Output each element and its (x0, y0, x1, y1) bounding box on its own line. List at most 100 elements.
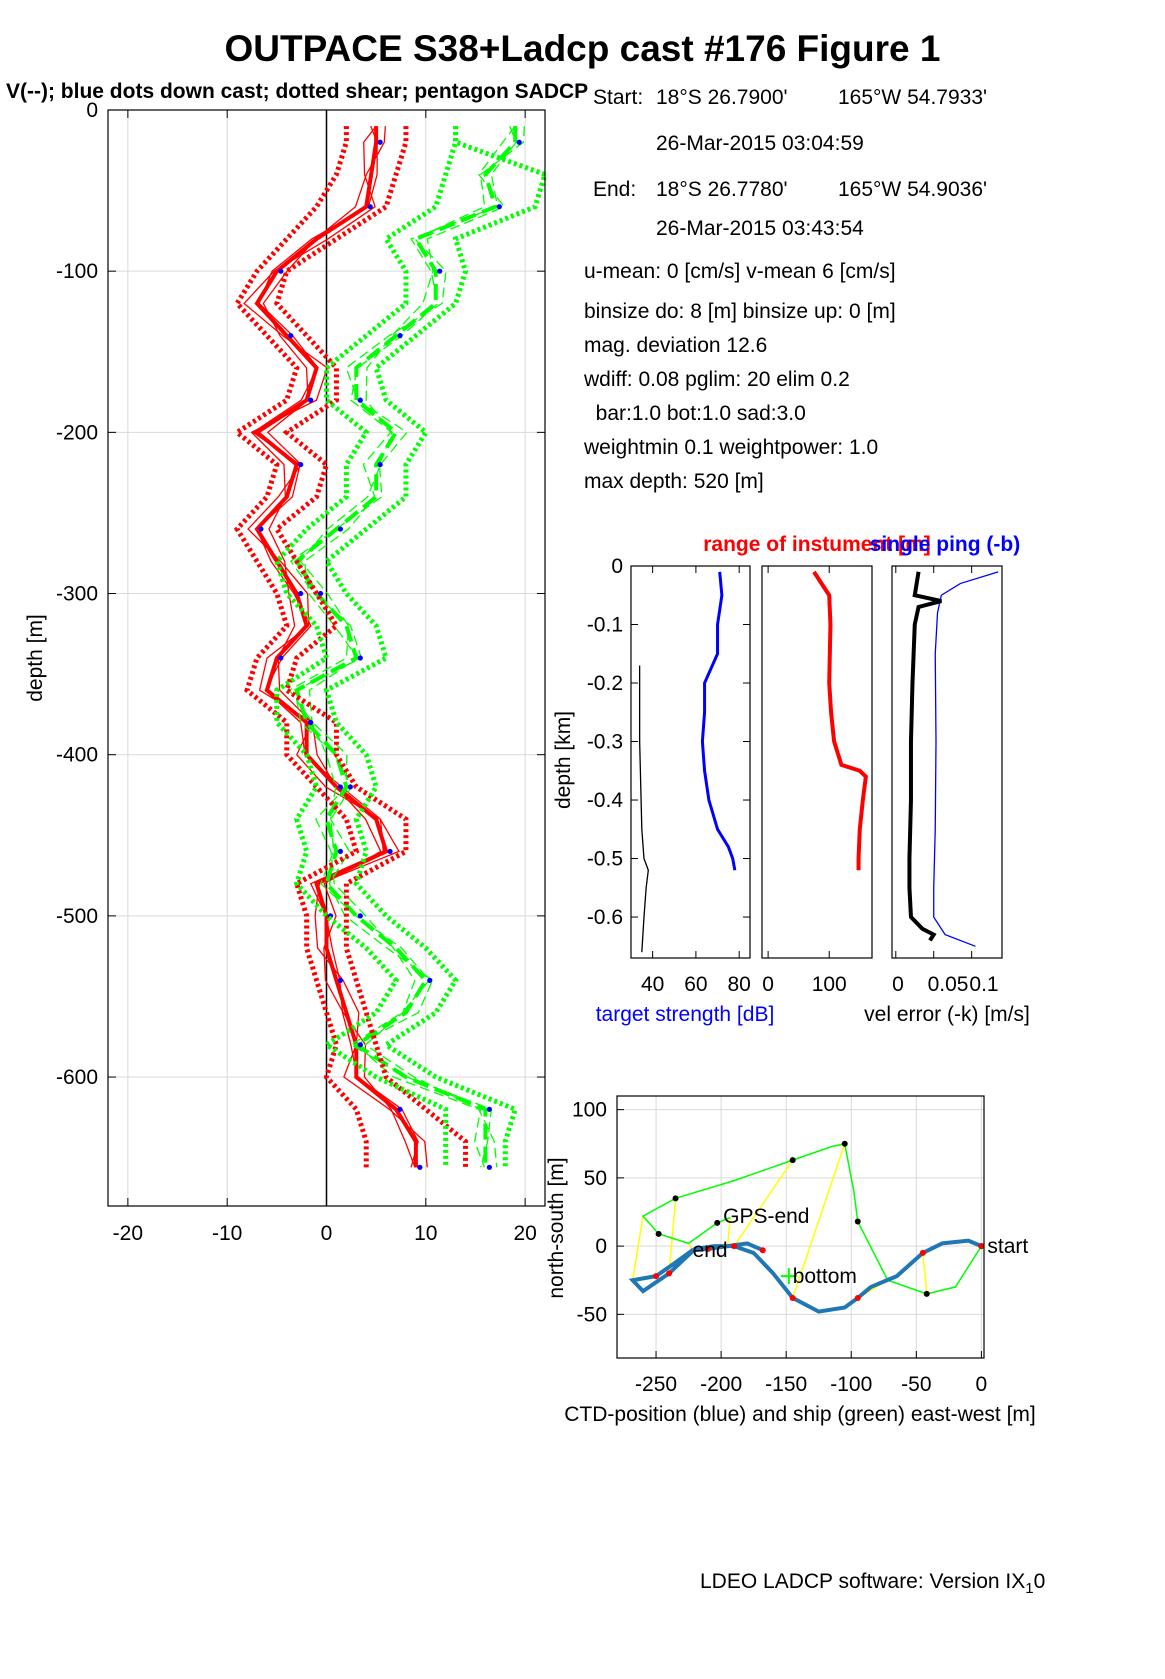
series-line-down (700, 571, 737, 871)
start-time: 26-Mar-2015 03:04:59 (656, 132, 864, 155)
x-tick-label: -10 (212, 1222, 242, 1245)
series-line-v (294, 126, 518, 1168)
range-panel-title: range of instument [m] (703, 533, 931, 556)
y-tick-label: -0.5 (587, 848, 623, 871)
target-strength-axes-frame (630, 565, 751, 959)
software-version: LDEO LADCP software: Version IX10 (700, 1570, 1045, 1597)
vel-error-panel-title: single ping (-b) (870, 533, 1020, 556)
series-line-error (907, 571, 942, 942)
downcast-dot (437, 268, 443, 274)
binsize-info: binsize do: 8 [m] binsize up: 0 [m] (584, 300, 896, 323)
downcast-dot (486, 1106, 492, 1112)
series-line-v-shear-lower (274, 126, 459, 1168)
footer-sub: 1 (1025, 1580, 1034, 1598)
ctd-fix-dot (854, 1294, 861, 1301)
series-line-single-ping (933, 571, 999, 947)
downcast-dot (288, 333, 294, 339)
footer-text: LDEO LADCP software: Version IX (700, 1570, 1026, 1593)
downcast-dot (317, 590, 324, 597)
position-xlabel: CTD-position (blue) and ship (green) eas… (564, 1403, 1036, 1426)
mean-velocity: u-mean: 0 [cm/s] v-mean 6 [cm/s] (584, 260, 896, 283)
downcast-dot (377, 461, 383, 468)
downcast-dot (347, 784, 353, 790)
y-tick-label: -400 (56, 744, 98, 767)
x-tick-label: 80 (728, 973, 751, 996)
track-connector (922, 1252, 928, 1294)
end-annotation: end (693, 1239, 728, 1262)
position-ylabel: north-south [m] (545, 1157, 568, 1298)
downcast-dot (357, 1042, 363, 1048)
x-tick-label: -200 (700, 1373, 742, 1396)
downcast-dot (308, 397, 314, 403)
bar-info: bar:1.0 bot:1.0 sad:3.0 (584, 402, 806, 425)
end-longitude: 165°W 54.9036' (838, 178, 988, 201)
velocity-plot-subtitle: V(--); blue dots down cast; dotted shear… (6, 80, 589, 103)
range-axes-frame (761, 565, 873, 959)
y-tick-label: -100 (56, 260, 98, 283)
position-axes-frame (616, 1095, 985, 1359)
ship-fix-dot (789, 1157, 796, 1164)
downcast-dot (278, 268, 284, 274)
y-tick-label: 50 (584, 1167, 607, 1190)
y-tick-label: -200 (56, 421, 98, 444)
start-label: Start: (593, 86, 644, 109)
downcast-dot (357, 913, 363, 919)
x-tick-label: 10 (414, 1222, 437, 1245)
downcast-dot (308, 719, 314, 726)
ctd-fix-dot (731, 1243, 738, 1250)
downcast-dot (486, 1164, 492, 1170)
series-line-v-ensemble (303, 125, 516, 1168)
y-tick-label: 0 (611, 555, 623, 578)
end-time: 26-Mar-2015 03:43:54 (656, 217, 864, 240)
series-line-v-ensemble (288, 126, 526, 1168)
ship-track-line (641, 1142, 983, 1295)
y-tick-label: -0.2 (587, 672, 623, 695)
y-tick-label: -0.4 (587, 789, 624, 812)
y-tick-label: -0.1 (587, 614, 623, 637)
vel-error-axes-frame (891, 565, 1003, 959)
track-connector (668, 1198, 677, 1274)
y-tick-label: 100 (572, 1099, 607, 1122)
vel-error-xlabel: vel error (-k) [m/s] (864, 1003, 1030, 1026)
end-label: End: (593, 178, 637, 201)
downcast-dot (397, 1106, 403, 1112)
x-tick-label: -50 (901, 1373, 931, 1396)
max-depth: max depth: 520 [m] (584, 470, 764, 493)
x-tick-label: 100 (812, 973, 847, 996)
y-tick-label: -50 (577, 1303, 607, 1326)
series-line-up (639, 665, 649, 953)
series-line-u-shear-upper (273, 126, 469, 1168)
ship-fix-dot (841, 1140, 848, 1147)
y-tick-label: -0.3 (587, 731, 623, 754)
y-tick-label: -300 (56, 583, 98, 606)
downcast-dot (337, 848, 344, 855)
y-tick-label: -0.6 (587, 906, 623, 929)
end-latitude: 18°S 26.7780' (656, 178, 788, 201)
start-latitude: 18°S 26.7900' (656, 86, 788, 109)
y-tick-label: -600 (56, 1066, 98, 1089)
downcast-dot (337, 526, 344, 532)
ctd-fix-dot (978, 1243, 985, 1250)
x-tick-label: 0 (976, 1373, 988, 1396)
ctd-fix-dot (653, 1273, 660, 1280)
downcast-dot (337, 784, 344, 790)
ctd-fix-dot (705, 1245, 712, 1252)
x-tick-label: 20 (513, 1222, 536, 1245)
downcast-dot (367, 204, 373, 210)
downcast-dot (397, 333, 403, 339)
figure-title: OUTPACE S38+Ladcp cast #176 Figure 1 (224, 28, 941, 69)
gps-end-annotation: GPS-end (723, 1205, 809, 1228)
x-tick-label: 0.05 (928, 973, 969, 996)
x-tick-label: -100 (830, 1373, 872, 1396)
downcast-dot (298, 461, 304, 468)
track-connector (726, 1217, 731, 1247)
ship-fix-dot (854, 1218, 861, 1225)
downcast-dot (377, 139, 383, 145)
footer-tail: 0 (1033, 1570, 1046, 1593)
x-tick-label: -150 (765, 1373, 807, 1396)
series-line-u-ensemble (243, 125, 428, 1168)
x-tick-label: 60 (684, 973, 707, 996)
wdiff-info: wdiff: 0.08 pglim: 20 elim 0.2 (584, 368, 850, 391)
series-line-u-shear-lower (232, 126, 369, 1168)
